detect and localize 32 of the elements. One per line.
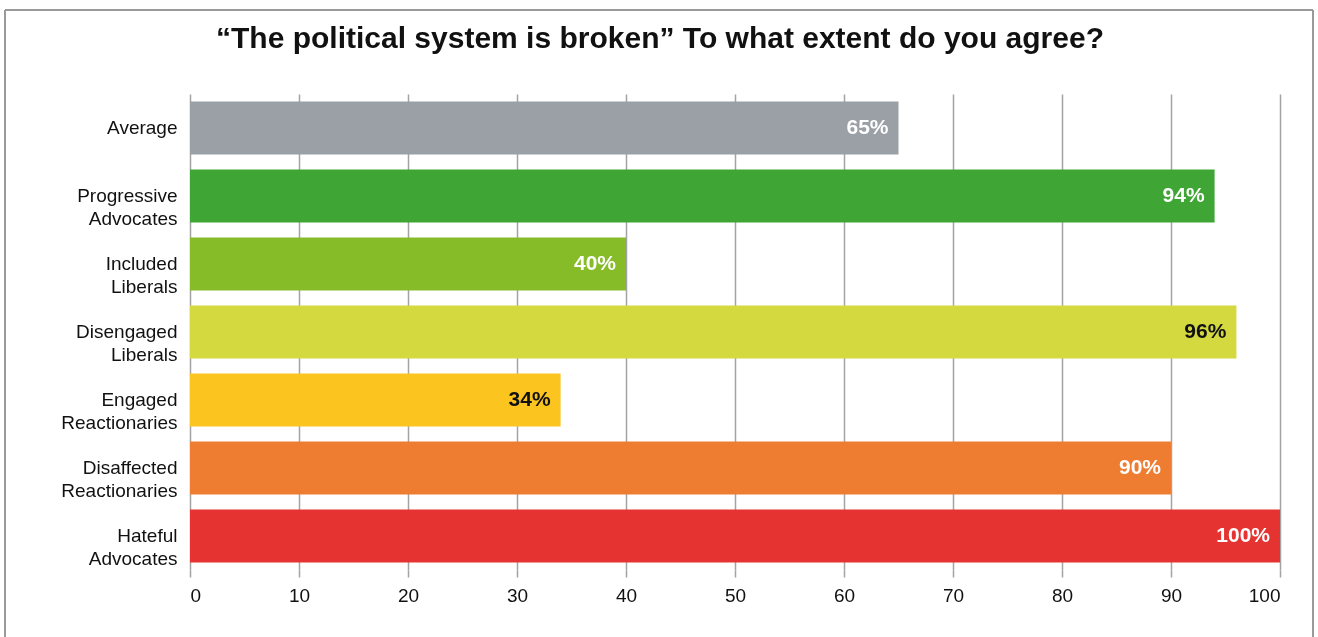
data-label: 34% bbox=[508, 387, 551, 410]
y-tick-label: Progressive Advocates bbox=[77, 185, 178, 229]
x-tick-label: 70 bbox=[942, 584, 965, 606]
bar bbox=[190, 237, 626, 291]
data-label: 94% bbox=[1162, 183, 1205, 206]
x-tick-label: 80 bbox=[1051, 584, 1074, 606]
data-label: 100% bbox=[1216, 523, 1271, 546]
chart-title: “The political system is broken” To what extent do you agree? bbox=[216, 21, 1104, 54]
bar bbox=[190, 509, 1280, 563]
x-tick-label: 40 bbox=[615, 584, 638, 606]
y-tick-label: Hateful Advocates bbox=[88, 525, 178, 569]
x-tick-label: 10 bbox=[288, 584, 311, 606]
data-label: 65% bbox=[846, 115, 889, 138]
y-tick-label: Disaffected Reactionaries bbox=[61, 457, 178, 501]
x-tick-label: 100 bbox=[1248, 584, 1281, 606]
bar bbox=[190, 169, 1215, 223]
x-tick-label: 20 bbox=[397, 584, 420, 606]
x-tick-label: 60 bbox=[833, 584, 856, 606]
x-tick-label: 90 bbox=[1160, 584, 1183, 606]
y-tick-label: Disengaged Liberals bbox=[76, 321, 178, 365]
y-tick-label: Included Liberals bbox=[105, 253, 178, 297]
y-tick-label: Average bbox=[107, 117, 178, 138]
data-label: 40% bbox=[573, 251, 617, 274]
bar bbox=[190, 441, 1171, 495]
bar bbox=[190, 373, 561, 427]
data-label: 96% bbox=[1184, 319, 1227, 342]
bar bbox=[190, 305, 1237, 359]
x-tick-label: 0 bbox=[190, 584, 202, 606]
x-tick-label: 50 bbox=[724, 584, 747, 606]
x-tick-label: 30 bbox=[506, 584, 529, 606]
y-tick-label: Engaged Reactionaries bbox=[61, 389, 178, 433]
data-label: 90% bbox=[1118, 455, 1162, 478]
